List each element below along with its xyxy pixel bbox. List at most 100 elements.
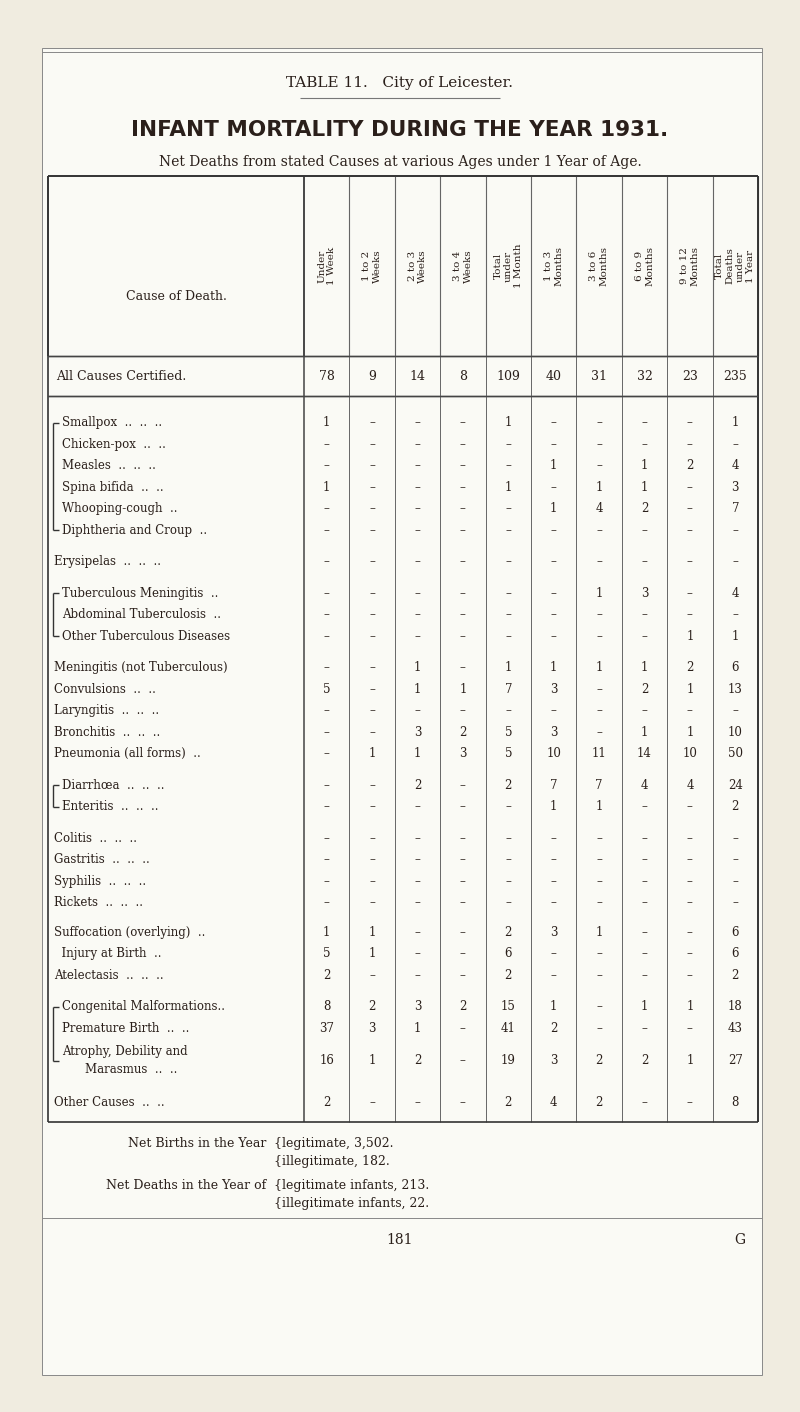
Text: 2: 2 (323, 969, 330, 981)
Text: –: – (414, 801, 421, 813)
Text: –: – (369, 503, 375, 515)
Text: Tuberculous Meningitis  ..: Tuberculous Meningitis .. (62, 587, 218, 600)
Text: –: – (550, 705, 557, 717)
Text: –: – (460, 779, 466, 792)
Text: –: – (687, 524, 693, 537)
Text: –: – (596, 438, 602, 450)
Text: Diarrhœa  ..  ..  ..: Diarrhœa .. .. .. (62, 779, 165, 792)
Text: Total
under
1 Month: Total under 1 Month (494, 244, 523, 288)
Text: –: – (550, 438, 557, 450)
Text: –: – (460, 1053, 466, 1067)
Text: –: – (687, 969, 693, 981)
Text: –: – (550, 897, 557, 909)
Text: –: – (414, 832, 421, 844)
Text: –: – (369, 555, 375, 568)
Text: –: – (687, 926, 693, 939)
Text: –: – (732, 832, 738, 844)
Text: –: – (414, 853, 421, 866)
Text: –: – (596, 832, 602, 844)
Text: 1: 1 (595, 926, 602, 939)
Text: Atelectasis  ..  ..  ..: Atelectasis .. .. .. (54, 969, 164, 981)
Text: –: – (506, 587, 511, 600)
Text: –: – (324, 587, 330, 600)
Text: –: – (414, 630, 421, 642)
Text: –: – (369, 897, 375, 909)
Text: –: – (324, 555, 330, 568)
Text: –: – (550, 524, 557, 537)
Text: 3 to 6
Months: 3 to 6 Months (590, 246, 609, 287)
Text: –: – (324, 705, 330, 717)
Text: –: – (506, 897, 511, 909)
Text: –: – (596, 459, 602, 472)
Text: –: – (324, 524, 330, 537)
Text: Meningitis (not Tuberculous): Meningitis (not Tuberculous) (54, 661, 228, 675)
Text: Marasmus  ..  ..: Marasmus .. .. (70, 1063, 178, 1076)
Text: 3: 3 (731, 480, 739, 494)
Text: –: – (642, 947, 647, 960)
Text: –: – (506, 630, 511, 642)
Text: –: – (414, 947, 421, 960)
Text: Under
1 Week: Under 1 Week (317, 247, 336, 285)
Text: 3: 3 (414, 726, 422, 738)
Text: –: – (414, 555, 421, 568)
Text: –: – (642, 417, 647, 429)
Text: –: – (596, 417, 602, 429)
Text: –: – (732, 438, 738, 450)
Text: 4: 4 (595, 503, 603, 515)
Text: 32: 32 (637, 370, 653, 383)
Text: 2: 2 (505, 926, 512, 939)
Text: 9: 9 (368, 370, 376, 383)
Text: 1: 1 (414, 1022, 421, 1035)
Text: 23: 23 (682, 370, 698, 383)
Text: 8: 8 (732, 1096, 739, 1110)
Text: –: – (642, 705, 647, 717)
Text: –: – (324, 438, 330, 450)
Text: –: – (460, 661, 466, 675)
Text: –: – (732, 555, 738, 568)
Text: –: – (596, 555, 602, 568)
Text: –: – (732, 853, 738, 866)
Text: 78: 78 (318, 370, 334, 383)
Text: 10: 10 (546, 747, 561, 760)
Text: 1: 1 (323, 480, 330, 494)
Text: 13: 13 (728, 683, 742, 696)
Text: 1: 1 (550, 1000, 558, 1014)
Text: –: – (687, 417, 693, 429)
Text: –: – (324, 630, 330, 642)
Text: 1: 1 (641, 480, 648, 494)
Text: 40: 40 (546, 370, 562, 383)
Text: –: – (460, 1096, 466, 1110)
Text: 1: 1 (414, 661, 421, 675)
Text: Congenital Malformations..: Congenital Malformations.. (62, 1000, 225, 1014)
Text: –: – (550, 947, 557, 960)
Text: –: – (324, 875, 330, 888)
Text: 2: 2 (641, 503, 648, 515)
Text: –: – (460, 630, 466, 642)
Text: 3: 3 (550, 926, 558, 939)
Text: 1 to 3
Months: 1 to 3 Months (544, 246, 563, 287)
Text: –: – (687, 503, 693, 515)
Text: –: – (369, 480, 375, 494)
Text: –: – (506, 503, 511, 515)
Text: –: – (687, 705, 693, 717)
Text: –: – (687, 1022, 693, 1035)
Text: –: – (687, 480, 693, 494)
Text: 1: 1 (595, 587, 602, 600)
Text: –: – (324, 832, 330, 844)
Text: –: – (642, 897, 647, 909)
Text: –: – (460, 417, 466, 429)
Text: –: – (506, 609, 511, 621)
Text: 5: 5 (505, 726, 512, 738)
Text: 1: 1 (641, 726, 648, 738)
Text: –: – (414, 926, 421, 939)
Text: 1: 1 (505, 480, 512, 494)
Text: Rickets  ..  ..  ..: Rickets .. .. .. (54, 897, 143, 909)
Text: 1: 1 (686, 683, 694, 696)
Text: –: – (506, 524, 511, 537)
Text: 1: 1 (686, 1053, 694, 1067)
Text: –: – (642, 438, 647, 450)
Text: –: – (460, 947, 466, 960)
Text: 1: 1 (595, 801, 602, 813)
Text: –: – (369, 832, 375, 844)
Text: –: – (550, 969, 557, 981)
